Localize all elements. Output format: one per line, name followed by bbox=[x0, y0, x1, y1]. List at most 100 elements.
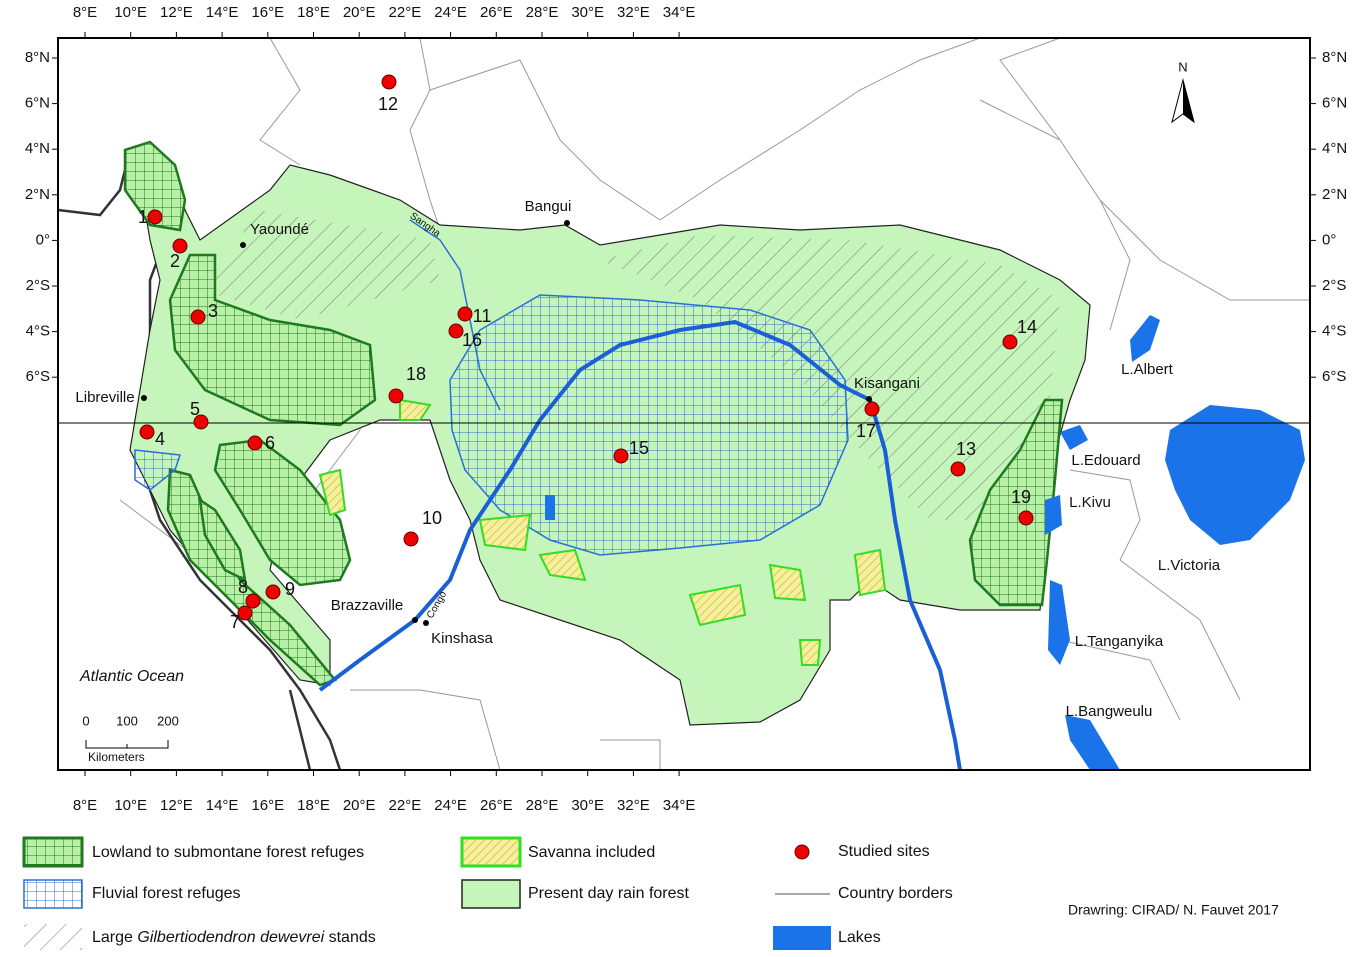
site-label: 4 bbox=[155, 429, 165, 449]
lon-tick-label: 12°E bbox=[160, 797, 193, 814]
site-marker bbox=[388, 388, 404, 404]
lon-tick-label: 30°E bbox=[571, 4, 604, 21]
site-marker bbox=[448, 323, 464, 339]
site-marker bbox=[1002, 334, 1018, 350]
lon-tick-label: 22°E bbox=[389, 797, 422, 814]
site-label: 16 bbox=[462, 330, 482, 350]
city-label: Kinshasa bbox=[431, 630, 493, 647]
sangha-river bbox=[409, 219, 501, 411]
site-label: 8 bbox=[238, 577, 248, 597]
city-label: Kisangani bbox=[854, 375, 920, 392]
lon-tick-label: 10°E bbox=[114, 4, 147, 21]
site-label: 17 bbox=[856, 421, 876, 441]
site-marker bbox=[950, 461, 966, 477]
lat-tick-label: 6°S bbox=[1322, 368, 1346, 385]
legend-label: Present day rain forest bbox=[528, 885, 690, 902]
lake-label: L.Victoria bbox=[1158, 557, 1221, 574]
site-label: 18 bbox=[406, 364, 426, 384]
legend-label-part: Large bbox=[92, 929, 133, 946]
site-marker bbox=[1018, 510, 1034, 526]
site-label: 1 bbox=[138, 207, 148, 227]
lake-label: L.Edouard bbox=[1071, 452, 1140, 469]
lat-tick-label: 2°N bbox=[25, 186, 50, 203]
legend-label: Savanna included bbox=[528, 844, 655, 861]
site-marker bbox=[245, 593, 261, 609]
lake-label: L.Kivu bbox=[1069, 494, 1111, 511]
site-marker bbox=[403, 531, 419, 547]
site-marker bbox=[172, 238, 188, 254]
lon-tick-label: 26°E bbox=[480, 4, 513, 21]
lon-tick-label: 34°E bbox=[663, 4, 696, 21]
site-marker bbox=[457, 306, 473, 322]
city-dot bbox=[564, 220, 570, 226]
lon-tick-label: 18°E bbox=[297, 4, 330, 21]
legend-label: Lakes bbox=[838, 929, 881, 946]
scale-label: 200 bbox=[157, 713, 179, 728]
site-label: 14 bbox=[1017, 317, 1037, 337]
lat-tick-label: 2°N bbox=[1322, 186, 1347, 203]
lake-label: L.Bangweulu bbox=[1066, 703, 1153, 720]
site-label: 2 bbox=[170, 251, 180, 271]
site-label: 6 bbox=[265, 433, 275, 453]
legend-swatch bbox=[24, 924, 82, 950]
savanna bbox=[318, 398, 887, 666]
site-label: 5 bbox=[190, 399, 200, 419]
site-label: 9 bbox=[285, 579, 295, 599]
lon-tick-label: 20°E bbox=[343, 797, 376, 814]
lon-tick-label: 14°E bbox=[206, 4, 239, 21]
fluvial-refuge bbox=[449, 294, 849, 556]
legend-swatch bbox=[23, 879, 83, 909]
city-dot bbox=[141, 395, 147, 401]
scale-bar bbox=[85, 740, 169, 749]
city-dot bbox=[240, 242, 246, 248]
site-marker bbox=[139, 424, 155, 440]
lon-tick-label: 20°E bbox=[343, 4, 376, 21]
scale-unit: Kilometers bbox=[88, 750, 145, 764]
fluvial-refuge bbox=[134, 449, 182, 491]
congo-river bbox=[318, 319, 962, 770]
site-marker bbox=[613, 448, 629, 464]
legend-swatch bbox=[794, 844, 810, 860]
legend-label-part: stands bbox=[329, 929, 376, 946]
city-label: Bangui bbox=[525, 198, 572, 215]
lake-label: L.Tanganyika bbox=[1075, 633, 1164, 650]
site-marker bbox=[265, 584, 281, 600]
city-label: Yaoundé bbox=[250, 221, 309, 238]
site-label: 15 bbox=[629, 438, 649, 458]
lat-tick-label: 8°N bbox=[1322, 49, 1347, 66]
lat-tick-label: 4°S bbox=[1322, 323, 1346, 340]
legend-swatch bbox=[461, 879, 521, 909]
ocean-label: Atlantic Ocean bbox=[79, 668, 184, 685]
map-frame bbox=[57, 37, 1311, 771]
lat-tick-label: 6°N bbox=[1322, 95, 1347, 112]
site-label: 7 bbox=[230, 612, 240, 632]
site-marker bbox=[381, 74, 397, 90]
site-marker bbox=[247, 435, 263, 451]
lat-tick-label: 6°S bbox=[26, 368, 50, 385]
site-marker bbox=[193, 414, 209, 430]
legend-label: Fluvial forest refuges bbox=[92, 885, 241, 902]
legend-swatch bbox=[773, 926, 831, 950]
lon-tick-label: 26°E bbox=[480, 797, 513, 814]
city-label: Libreville bbox=[75, 389, 134, 406]
lat-tick-label: 4°S bbox=[26, 323, 50, 340]
lat-tick-label: 0° bbox=[1322, 231, 1336, 248]
gilbertiodendron-stands bbox=[200, 210, 440, 320]
city-dot bbox=[866, 396, 872, 402]
lon-tick-label: 18°E bbox=[297, 797, 330, 814]
scale-label: 0 bbox=[82, 713, 89, 728]
lon-tick-label: 12°E bbox=[160, 4, 193, 21]
map-area bbox=[58, 38, 1310, 770]
lon-tick-label: 10°E bbox=[114, 797, 147, 814]
lake-label: L.Albert bbox=[1121, 361, 1174, 378]
site-marker bbox=[147, 209, 163, 225]
lon-tick-label: 16°E bbox=[251, 4, 284, 21]
legend-label: Large Gilbertiodendron dewevrei stands bbox=[92, 929, 376, 946]
lon-tick-label: 34°E bbox=[663, 797, 696, 814]
lon-tick-label: 16°E bbox=[251, 797, 284, 814]
lat-tick-label: 2°S bbox=[1322, 277, 1346, 294]
lon-tick-label: 8°E bbox=[73, 4, 97, 21]
lat-tick-label: 8°N bbox=[25, 49, 50, 66]
north-label: N bbox=[1178, 59, 1187, 74]
legend-label-part: Gilbertiodendron dewevrei bbox=[137, 929, 324, 946]
